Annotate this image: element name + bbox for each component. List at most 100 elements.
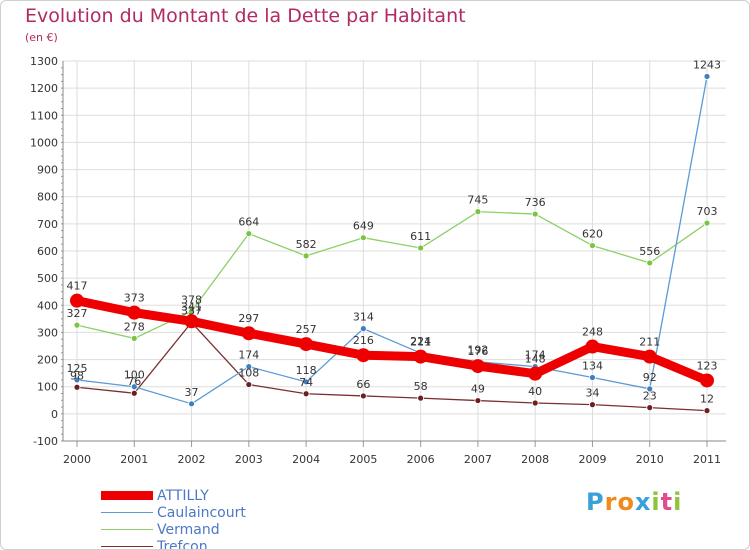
data-label-attilly: 341 bbox=[181, 300, 202, 313]
logo-letter: t bbox=[660, 488, 674, 516]
data-point-attilly bbox=[470, 359, 485, 374]
data-label-caulaincourt: 174 bbox=[238, 349, 259, 362]
data-point-caulaincourt bbox=[589, 374, 596, 381]
data-label-trefcon: 23 bbox=[643, 390, 657, 403]
data-label-attilly: 211 bbox=[410, 336, 431, 349]
x-tick-label: 2003 bbox=[235, 453, 263, 466]
data-label-vermand: 703 bbox=[697, 205, 718, 218]
legend-item-vermand: Vermand bbox=[101, 521, 246, 538]
data-point-attilly bbox=[585, 339, 600, 354]
legend: ATTILLY Caulaincourt Vermand Trefcon bbox=[101, 487, 246, 550]
data-label-trefcon: 98 bbox=[70, 369, 84, 382]
data-label-attilly: 123 bbox=[697, 359, 718, 372]
data-label-attilly: 248 bbox=[582, 326, 603, 339]
data-label-vermand: 327 bbox=[67, 307, 88, 320]
data-point-attilly bbox=[241, 326, 256, 341]
data-label-caulaincourt: 100 bbox=[124, 369, 145, 382]
data-point-attilly bbox=[528, 366, 543, 381]
data-point-vermand bbox=[646, 259, 654, 267]
y-tick-label: 700 bbox=[37, 218, 58, 231]
data-point-vermand bbox=[245, 230, 253, 238]
x-tick-label: 2001 bbox=[120, 453, 148, 466]
data-point-attilly bbox=[70, 293, 84, 308]
data-label-vermand: 378 bbox=[181, 293, 202, 306]
data-label-vermand: 556 bbox=[639, 245, 660, 258]
x-tick-label: 2007 bbox=[464, 453, 492, 466]
data-label-vermand: 620 bbox=[582, 228, 603, 241]
legend-label-attilly: ATTILLY bbox=[157, 487, 209, 504]
data-point-attilly bbox=[642, 349, 657, 364]
data-label-caulaincourt: 192 bbox=[467, 344, 488, 357]
grid-lines bbox=[63, 60, 726, 442]
data-label-caulaincourt: 134 bbox=[582, 359, 603, 372]
data-point-trefcon bbox=[474, 397, 482, 404]
data-point-attilly bbox=[356, 348, 371, 363]
data-point-vermand bbox=[589, 242, 596, 249]
data-point-caulaincourt bbox=[130, 383, 138, 391]
data-label-trefcon: 76 bbox=[127, 375, 141, 388]
series-line-trefcon bbox=[76, 321, 708, 412]
data-point-attilly bbox=[413, 349, 428, 364]
data-point-trefcon bbox=[417, 394, 425, 402]
data-point-vermand bbox=[474, 208, 482, 216]
data-label-caulaincourt: 224 bbox=[410, 335, 431, 348]
data-label-trefcon: 66 bbox=[356, 378, 370, 391]
data-point-caulaincourt bbox=[703, 73, 711, 80]
data-label-caulaincourt: 174 bbox=[525, 349, 546, 362]
data-label-vermand: 745 bbox=[467, 194, 488, 207]
data-point-attilly bbox=[299, 337, 314, 352]
data-point-caulaincourt bbox=[245, 363, 253, 371]
data-point-caulaincourt bbox=[188, 400, 195, 408]
logo-letter: r bbox=[604, 488, 618, 516]
data-point-vermand bbox=[531, 210, 539, 218]
data-label-attilly: 148 bbox=[525, 353, 546, 366]
data-label-caulaincourt: 314 bbox=[353, 311, 374, 324]
y-tick-label: 100 bbox=[37, 381, 58, 394]
logo-letter: i bbox=[673, 488, 683, 516]
x-tick-label: 2004 bbox=[292, 453, 320, 466]
y-tick-label: 600 bbox=[37, 245, 58, 258]
x-tick-label: 2011 bbox=[693, 453, 721, 466]
legend-item-attilly: ATTILLY bbox=[101, 487, 246, 504]
legend-swatch-vermand bbox=[101, 529, 153, 530]
data-label-trefcon: 74 bbox=[299, 376, 313, 389]
series-lines bbox=[70, 73, 714, 415]
y-tick-label: 1300 bbox=[30, 55, 58, 68]
data-label-caulaincourt: 118 bbox=[296, 364, 317, 377]
data-label-vermand: 649 bbox=[353, 220, 374, 233]
legend-label-caulaincourt: Caulaincourt bbox=[157, 504, 246, 521]
y-tick-label: 300 bbox=[37, 326, 58, 339]
data-point-vermand bbox=[130, 334, 138, 342]
data-label-vermand: 582 bbox=[296, 238, 317, 251]
series-line-caulaincourt bbox=[76, 75, 708, 405]
data-label-vermand: 664 bbox=[238, 216, 259, 229]
x-tick-label: 2009 bbox=[578, 453, 606, 466]
data-label-trefcon: 40 bbox=[528, 385, 542, 398]
data-label-trefcon: 34 bbox=[585, 387, 599, 400]
logo-letter: x bbox=[634, 488, 652, 516]
data-point-vermand bbox=[188, 307, 195, 315]
legend-label-trefcon: Trefcon bbox=[157, 538, 208, 550]
axes: -100 0 100 200 300 400 500 600 700 800 900 1000 1100… bbox=[30, 55, 726, 466]
legend-label-vermand: Vermand bbox=[157, 521, 220, 538]
data-point-vermand bbox=[417, 244, 425, 252]
y-tick-label: 0 bbox=[51, 408, 58, 421]
legend-swatch-caulaincourt bbox=[101, 512, 153, 513]
legend-item-trefcon: Trefcon bbox=[101, 538, 246, 550]
data-point-trefcon bbox=[302, 390, 310, 398]
data-label-trefcon: 58 bbox=[414, 380, 428, 393]
legend-swatch-trefcon bbox=[101, 546, 153, 547]
data-point-caulaincourt bbox=[73, 376, 81, 384]
data-label-trefcon: 12 bbox=[700, 393, 714, 406]
y-tick-label: -100 bbox=[33, 435, 58, 448]
data-point-trefcon bbox=[646, 404, 654, 412]
y-tick-label: 1100 bbox=[30, 109, 58, 122]
data-label-caulaincourt: 37 bbox=[185, 386, 199, 399]
x-tick-label: 2006 bbox=[407, 453, 435, 466]
data-point-caulaincourt bbox=[646, 385, 654, 393]
data-point-trefcon bbox=[359, 392, 367, 400]
chart-subtitle: (en €) bbox=[25, 31, 58, 44]
y-tick-label: 1200 bbox=[30, 82, 58, 95]
